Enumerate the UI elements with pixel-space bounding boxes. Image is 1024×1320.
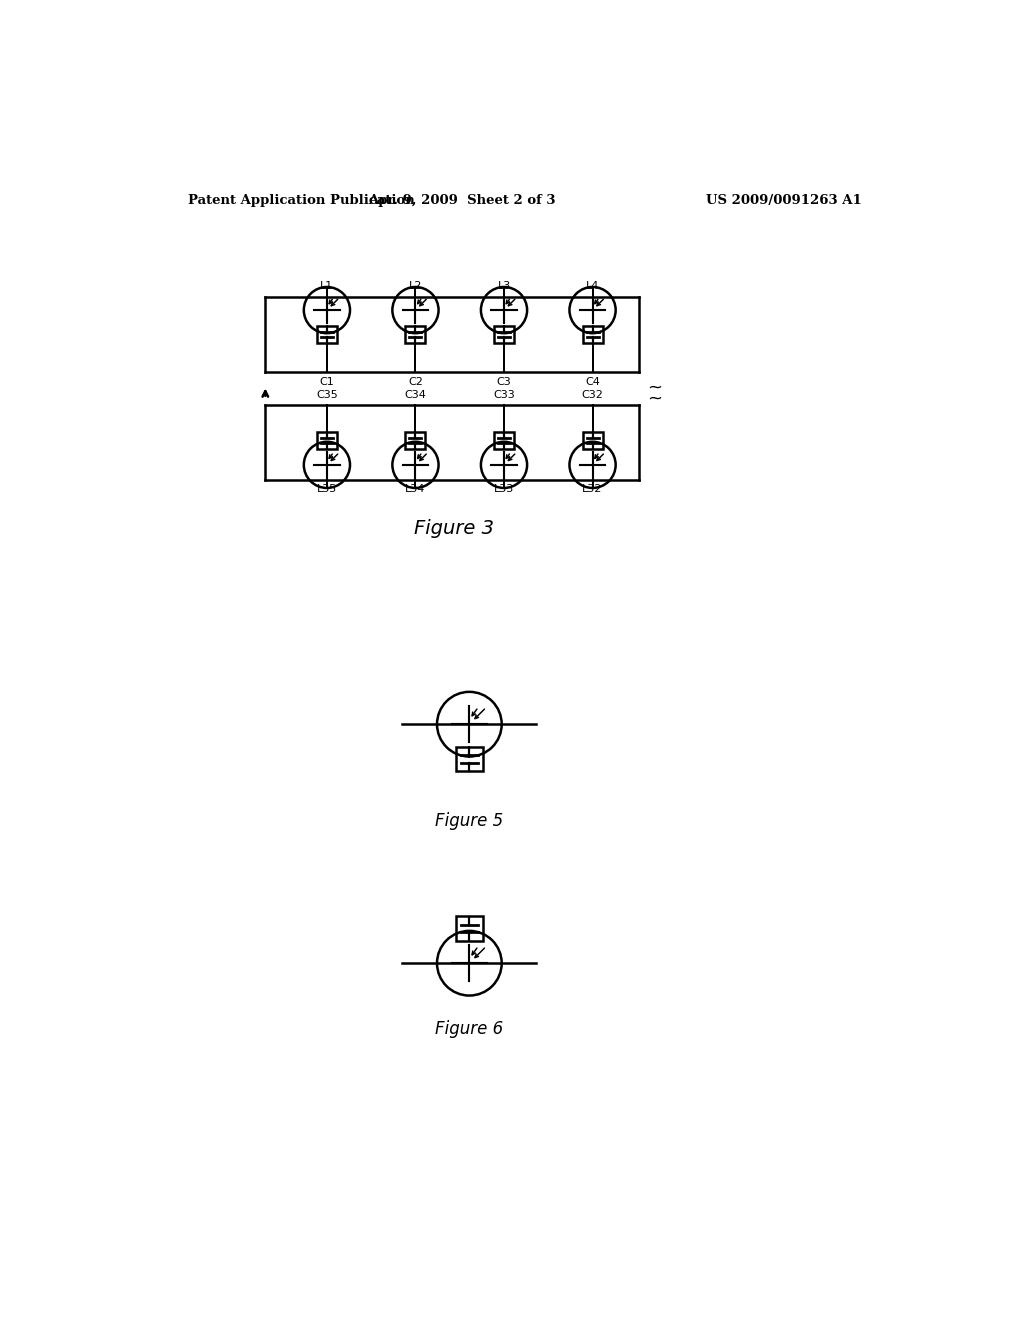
Bar [316, 326, 337, 343]
Bar [406, 326, 425, 343]
Bar [494, 326, 514, 343]
Text: ~: ~ [646, 378, 662, 396]
Text: C32: C32 [582, 389, 603, 400]
Text: L32: L32 [583, 484, 603, 495]
Text: C1: C1 [319, 376, 334, 387]
Text: C35: C35 [316, 389, 338, 400]
Bar [316, 432, 337, 449]
Bar [583, 432, 602, 449]
Text: ~: ~ [646, 389, 662, 408]
Text: C3: C3 [497, 376, 511, 387]
Text: C2: C2 [408, 376, 423, 387]
Text: US 2009/0091263 A1: US 2009/0091263 A1 [707, 194, 862, 207]
Text: L3: L3 [498, 281, 511, 292]
Text: C4: C4 [585, 376, 600, 387]
Text: Figure 3: Figure 3 [414, 519, 494, 537]
Bar [406, 432, 425, 449]
Text: Apr. 9, 2009  Sheet 2 of 3: Apr. 9, 2009 Sheet 2 of 3 [368, 194, 555, 207]
Text: L1: L1 [321, 281, 334, 292]
Text: Patent Application Publication: Patent Application Publication [188, 194, 415, 207]
Text: C33: C33 [494, 389, 515, 400]
Bar [456, 747, 483, 771]
Bar [583, 326, 602, 343]
Text: Figure 5: Figure 5 [435, 812, 504, 829]
Text: L35: L35 [316, 484, 337, 495]
Bar [456, 916, 483, 941]
Text: C34: C34 [404, 389, 426, 400]
Text: L2: L2 [409, 281, 422, 292]
Bar [494, 432, 514, 449]
Text: L34: L34 [406, 484, 426, 495]
Text: Figure 6: Figure 6 [435, 1019, 504, 1038]
Text: L33: L33 [494, 484, 514, 495]
Text: L4: L4 [586, 281, 599, 292]
